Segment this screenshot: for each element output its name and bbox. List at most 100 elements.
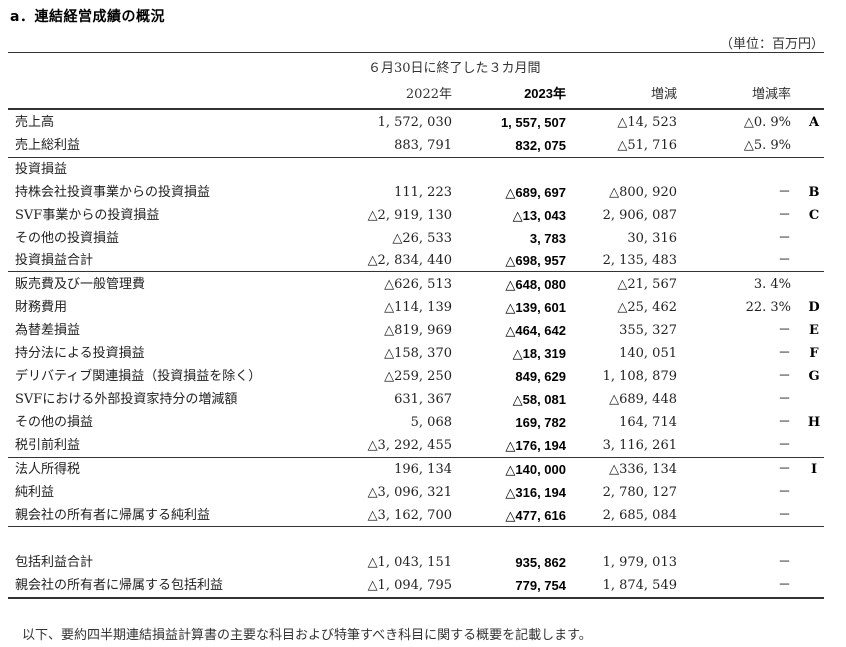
row-label: その他の投資損益 — [15, 231, 120, 246]
value-2022: △158, 370 — [384, 346, 452, 361]
col-header-2023: 2023年 — [524, 86, 566, 101]
note-marker: C — [808, 208, 820, 223]
header-bottom-rule — [8, 108, 824, 110]
table-row: 投資損益 — [8, 158, 824, 181]
row-label: 財務費用 — [15, 300, 68, 315]
row-label: 包括利益合計 — [15, 555, 94, 570]
value-rate: － — [777, 555, 791, 570]
value-2022: △2, 834, 440 — [367, 253, 452, 268]
row-label: 純利益 — [15, 485, 55, 500]
row-label: 販売費及び一般管理費 — [15, 277, 146, 292]
row-label: 法人所得税 — [15, 462, 81, 477]
value-2023: △316, 194 — [505, 485, 566, 500]
row-label: 投資損益合計 — [15, 253, 94, 268]
value-change: △25, 462 — [617, 300, 677, 315]
value-rate: － — [777, 438, 791, 453]
section-title: a．連結経営成績の概況 — [10, 9, 165, 25]
unit-label: （単位：百万円） — [719, 37, 824, 52]
table-row: その他の損益 5, 068 169, 782 164, 714 － H — [8, 411, 824, 434]
value-2023: △140, 000 — [505, 462, 566, 477]
value-change: 140, 051 — [619, 346, 677, 361]
value-rate: － — [777, 508, 791, 523]
group-rule-4 — [8, 526, 824, 527]
table-top-rule — [8, 52, 824, 53]
value-2022: △3, 096, 321 — [367, 485, 452, 500]
value-2022: △819, 969 — [384, 323, 452, 338]
table-row: その他の投資損益 △26, 533 3, 783 30, 316 － — [8, 227, 824, 250]
value-change: 1, 979, 013 — [602, 555, 677, 570]
value-change: △21, 567 — [617, 277, 677, 292]
value-rate: 3. 4% — [753, 277, 791, 292]
value-change: 2, 780, 127 — [602, 485, 677, 500]
table-row: 投資損益合計 △2, 834, 440 △698, 957 2, 135, 48… — [8, 249, 824, 272]
table-row: 純利益 △3, 096, 321 △316, 194 2, 780, 127 － — [8, 481, 824, 504]
group-rule-1 — [8, 157, 824, 158]
value-change: △336, 134 — [609, 462, 677, 477]
note-marker: D — [808, 300, 820, 315]
value-rate: △5. 9% — [743, 138, 791, 153]
value-rate: － — [777, 462, 791, 477]
value-change: 164, 714 — [619, 415, 677, 430]
table-row: SVF事業からの投資損益 △2, 919, 130 △13, 043 2, 90… — [8, 204, 824, 227]
table-row: 為替差損益 △819, 969 △464, 642 355, 327 － E — [8, 319, 824, 342]
value-2022: △2, 919, 130 — [367, 208, 452, 223]
value-rate: － — [777, 231, 791, 246]
table-row: 持株会社投資事業からの投資損益 111, 223 △689, 697 △800,… — [8, 181, 824, 204]
value-change: 1, 108, 879 — [602, 369, 677, 384]
value-rate: 22. 3% — [745, 300, 791, 315]
value-rate: － — [777, 253, 791, 268]
col-header-rate: 増減率 — [751, 87, 791, 102]
row-label: 投資損益 — [15, 162, 68, 177]
value-change: 3, 116, 261 — [602, 438, 677, 453]
table-row: 税引前利益 △3, 292, 455 △176, 194 3, 116, 261… — [8, 434, 824, 457]
value-2023: △698, 957 — [505, 253, 566, 268]
table-row: 持分法による投資損益 △158, 370 △18, 319 140, 051 －… — [8, 342, 824, 365]
row-label: 持分法による投資損益 — [15, 346, 145, 361]
value-2022: △626, 513 — [384, 277, 452, 292]
table-row: 販売費及び一般管理費 △626, 513 △648, 080 △21, 567 … — [8, 273, 824, 296]
value-change: △14, 523 — [617, 115, 677, 130]
table-bottom-rule — [8, 597, 824, 599]
row-label: 為替差損益 — [15, 323, 81, 338]
row-label: 親会社の所有者に帰属する包括利益 — [15, 578, 224, 593]
value-2022: △3, 292, 455 — [367, 438, 452, 453]
table-row: 包括利益合計 △1, 043, 151 935, 862 1, 979, 013… — [8, 551, 824, 574]
table-row: デリバティブ関連損益（投資損益を除く） △259, 250 849, 629 1… — [8, 365, 824, 388]
value-2022: △26, 533 — [392, 231, 452, 246]
value-2023: △18, 319 — [512, 346, 566, 361]
table-row: 売上高 1, 572, 030 1, 557, 507 △14, 523 △0.… — [8, 111, 824, 134]
row-label: 税引前利益 — [15, 438, 81, 453]
row-label: SVF事業からの投資損益 — [15, 208, 160, 223]
value-2022: △114, 139 — [384, 300, 452, 315]
note-marker: F — [809, 346, 819, 361]
value-2023: △477, 616 — [505, 508, 566, 523]
value-change: 2, 135, 483 — [602, 253, 677, 268]
value-2023: 935, 862 — [515, 555, 566, 570]
footer-note: 以下、要約四半期連結損益計算書の主要な科目および特筆すべき科目に関する概要を記載… — [22, 628, 592, 643]
value-change: 2, 685, 084 — [602, 508, 677, 523]
value-2023: 832, 075 — [515, 138, 566, 153]
value-2023: △689, 697 — [505, 185, 566, 200]
row-label: 持株会社投資事業からの投資損益 — [15, 185, 211, 200]
table-row: 財務費用 △114, 139 △139, 601 △25, 462 22. 3%… — [8, 296, 824, 319]
value-2022: 5, 068 — [410, 415, 452, 430]
value-2022: 1, 572, 030 — [377, 115, 452, 130]
note-marker: G — [808, 369, 820, 384]
period-header: ６月30日に終了した３カ月間 — [368, 61, 541, 76]
value-rate: － — [777, 323, 791, 338]
value-2022: △3, 162, 700 — [367, 508, 452, 523]
value-rate: － — [777, 185, 791, 200]
table-row: SVFにおける外部投資家持分の増減額 631, 367 △58, 081 △68… — [8, 388, 824, 411]
group-rule-2 — [8, 271, 824, 272]
table-row: 法人所得税 196, 134 △140, 000 △336, 134 － I — [8, 458, 824, 481]
col-header-change: 増減 — [650, 87, 677, 102]
value-2023: 779, 754 — [515, 578, 566, 593]
table-row: 親会社の所有者に帰属する純利益 △3, 162, 700 △477, 616 2… — [8, 504, 824, 527]
value-2022: 883, 791 — [394, 138, 452, 153]
value-2023: 1, 557, 507 — [500, 115, 566, 130]
note-marker: I — [810, 462, 818, 477]
value-rate: － — [777, 346, 791, 361]
col-header-2022: 2022年 — [405, 87, 452, 102]
row-label: 売上高 — [15, 115, 55, 130]
value-2023: △58, 081 — [512, 392, 566, 407]
